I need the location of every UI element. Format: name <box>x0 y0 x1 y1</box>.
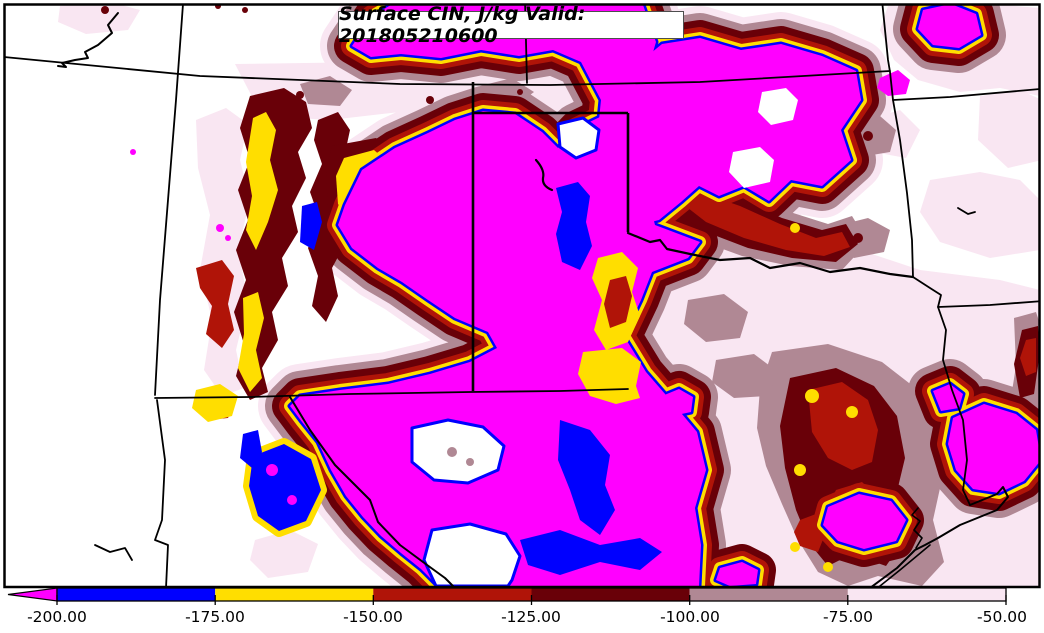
speck <box>101 6 109 14</box>
blue-pocket <box>249 444 321 531</box>
blob <box>688 192 850 256</box>
core <box>823 494 906 549</box>
core <box>659 389 693 416</box>
colorbar-segment-pale <box>847 588 1006 601</box>
map-title: Surface CIN, J/kg Valid: 201805210600 <box>339 3 586 47</box>
speck <box>853 233 863 243</box>
colorbar: -200.00 -175.00 -150.00 -125.00 -100.00 … <box>7 587 1027 626</box>
blob <box>300 76 352 106</box>
tick-label: -75.00 <box>823 608 873 626</box>
blob <box>196 260 234 348</box>
speck <box>242 7 248 13</box>
blob <box>192 384 238 422</box>
blob <box>684 294 748 342</box>
hole <box>729 147 774 188</box>
state-border-north-arc <box>4 56 891 86</box>
core <box>877 70 910 96</box>
state-border-east-vertical <box>881 4 914 278</box>
blue-pocket <box>556 182 592 270</box>
speck <box>296 91 304 99</box>
colorbar-ticks <box>56 595 1007 605</box>
colorbar-segment-blue <box>57 588 216 601</box>
tick-label: -125.00 <box>501 608 561 626</box>
tick-label: -150.00 <box>343 608 403 626</box>
river-small-right <box>957 207 976 215</box>
colorbar-segment-mauve <box>689 588 848 601</box>
blob <box>920 172 1040 258</box>
river-in-magenta <box>534 158 554 192</box>
blue-pocket <box>558 420 615 535</box>
colorbar-segment-maroon <box>531 588 690 601</box>
river-top-left <box>57 12 119 68</box>
river-wavy-east <box>626 231 915 279</box>
state-border-south-horizontal <box>154 388 629 399</box>
speck <box>517 89 523 95</box>
blob <box>712 354 778 398</box>
speck <box>823 562 833 572</box>
contour-field <box>4 4 1040 587</box>
core <box>629 38 861 224</box>
blob <box>1020 338 1036 376</box>
blob <box>238 292 264 392</box>
core <box>933 384 963 411</box>
state-border-sw-vertical <box>154 399 169 587</box>
coastal-bay <box>911 507 923 549</box>
blob <box>246 112 278 250</box>
tick-label: -200.00 <box>27 608 87 626</box>
state-border-west-vertical <box>154 4 184 396</box>
blob <box>196 108 250 396</box>
speck <box>130 149 136 155</box>
rio-grande-river <box>289 396 456 587</box>
speck <box>790 542 800 552</box>
speck <box>863 131 873 141</box>
colorbar-underflow-arrow <box>7 587 58 602</box>
core <box>918 4 981 48</box>
tick-label: -50.00 <box>977 608 1027 626</box>
hole <box>410 418 506 485</box>
speck <box>790 223 800 233</box>
colorbar-segment-firebrick <box>373 588 532 601</box>
blob <box>58 4 140 34</box>
speck <box>266 464 278 476</box>
state-border-se <box>912 276 971 506</box>
colorbar-tick-labels: -200.00 -175.00 -150.00 -125.00 -100.00 … <box>27 608 1027 626</box>
speck <box>287 495 297 505</box>
state-border-right-horizontal <box>892 88 1040 101</box>
blob <box>300 202 322 250</box>
speck <box>846 406 858 418</box>
map-frame <box>3 3 1041 589</box>
state-border-se-horizontal <box>937 300 1040 308</box>
blue-pocket <box>520 530 662 575</box>
gulf-coastline <box>869 486 1009 587</box>
map-title-box: Surface CIN, J/kg Valid: 201805210600 <box>338 3 684 47</box>
speck <box>447 447 457 457</box>
speck <box>466 458 474 466</box>
speck <box>216 224 224 232</box>
speck <box>426 96 434 104</box>
blob <box>978 90 1040 168</box>
core <box>716 562 758 586</box>
coastal-barrier-island <box>877 544 931 587</box>
colorbar-segment-yellow <box>215 588 374 601</box>
speck <box>794 464 806 476</box>
basemap <box>4 4 1040 587</box>
firebrick-core <box>604 276 632 328</box>
tick-label: -100.00 <box>660 608 720 626</box>
speck <box>225 235 231 241</box>
core <box>948 404 1040 493</box>
tick-label: -175.00 <box>185 608 245 626</box>
domain-box <box>471 82 630 391</box>
blob <box>996 532 1040 586</box>
blob <box>250 530 318 578</box>
speck <box>805 389 819 403</box>
hole <box>422 522 522 587</box>
river-bottom-left <box>94 544 133 561</box>
hole <box>556 116 601 160</box>
hole <box>758 88 798 125</box>
blob <box>808 382 878 470</box>
